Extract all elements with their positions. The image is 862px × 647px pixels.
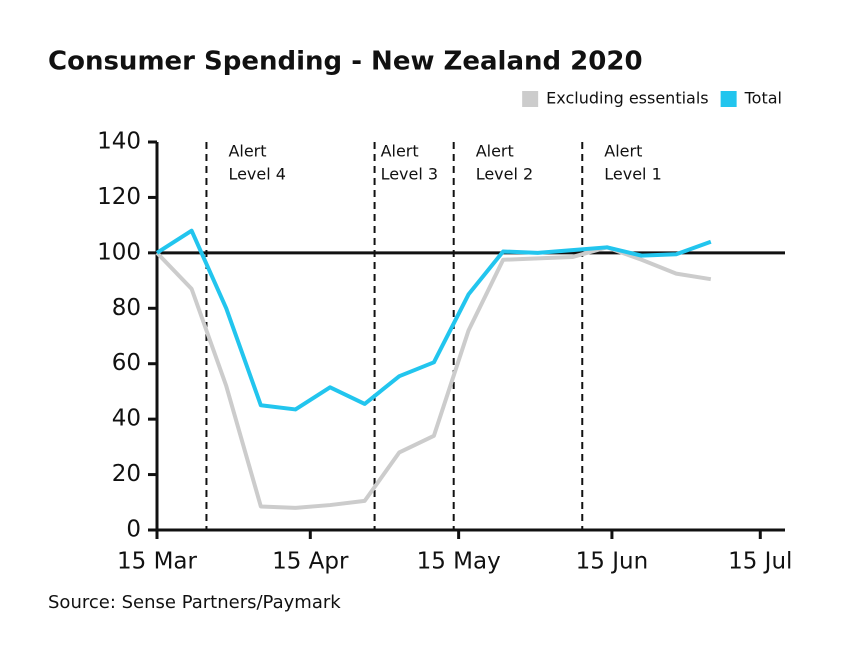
x-tick-label: 15 Jul — [728, 549, 792, 575]
y-tick-label: 80 — [112, 295, 141, 321]
chart-title: Consumer Spending - New Zealand 2020 — [48, 47, 643, 77]
y-tick-label: 40 — [112, 406, 141, 432]
alert-label: Level 2 — [476, 165, 533, 184]
alert-label: Alert — [228, 142, 266, 161]
alert-label: Alert — [381, 142, 419, 161]
alert-label: Alert — [476, 142, 514, 161]
legend-swatch — [720, 91, 737, 107]
legend-label: Excluding essentials — [546, 89, 708, 108]
x-tick-label: 15 Jun — [576, 549, 649, 575]
y-tick-label: 100 — [97, 239, 141, 265]
y-tick-label: 0 — [126, 517, 141, 543]
y-tick-label: 60 — [112, 350, 141, 376]
legend-swatch — [522, 91, 539, 107]
series-line — [155, 245, 712, 510]
y-tick-label: 140 — [97, 129, 141, 155]
y-tick-label: 20 — [112, 461, 141, 487]
alert-label: Alert — [604, 142, 642, 161]
y-tick-label: 120 — [97, 184, 141, 210]
x-tick-label: 15 Mar — [117, 549, 198, 575]
source: Source: Sense Partners/Paymark — [48, 592, 341, 613]
alert-label: Level 3 — [381, 165, 439, 184]
series-line — [155, 228, 712, 412]
x-tick-label: 15 May — [417, 549, 501, 575]
alert-label: Level 1 — [604, 165, 662, 184]
legend-label: Total — [744, 89, 782, 108]
x-tick-label: 15 Apr — [272, 549, 349, 575]
alert-label: Level 4 — [228, 165, 286, 184]
